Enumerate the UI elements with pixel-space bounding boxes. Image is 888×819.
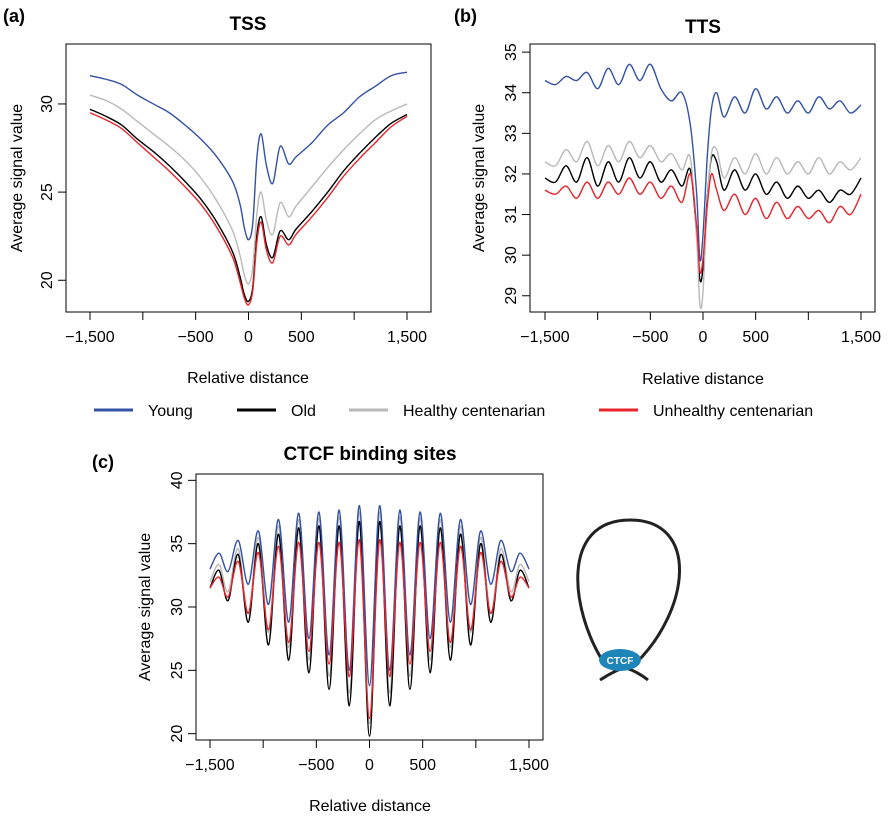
panel-b-xtick-label: −1,500 [520, 329, 569, 346]
panel-b-ytick-label: 29 [503, 287, 520, 305]
panel-a-tss: (a) TSS −1,500 −500 0 500 1,500 20 25 30 Relati… [3, 6, 432, 387]
panel-b-xtick-label: 0 [699, 329, 708, 346]
panel-b-ytick-label: 35 [503, 43, 520, 61]
panel-b-ytick-label: 33 [503, 124, 520, 142]
panel-c-xtick-label: 0 [365, 757, 374, 774]
panel-c-series [209, 504, 530, 737]
panel-c-ytick-label: 30 [169, 598, 186, 616]
panel-a-title: TSS [230, 14, 267, 35]
chromatin-loop-path [576, 518, 681, 665]
panel-c-ytick-label: 25 [169, 661, 186, 679]
panel-c-xlabel: Relative distance [309, 798, 431, 815]
panel-c-ytick-label: 20 [169, 725, 186, 743]
panel-b-ytick-label: 32 [503, 165, 520, 183]
panel-b-xlabel: Relative distance [642, 371, 764, 388]
panel-a-xtick-label: 0 [244, 329, 253, 346]
legend-label-unhealthy: Unhealthy centenarian [653, 403, 813, 420]
panel-b-ytick-label: 30 [503, 246, 520, 264]
panel-c-xtick-label: 500 [409, 757, 436, 774]
panel-b-ytick-label: 31 [503, 206, 520, 224]
panel-a-ticks: −1,500 −500 0 500 1,500 20 25 30 [39, 95, 427, 346]
panel-a-xtick-label: −1,500 [65, 329, 114, 346]
legend-label-young: Young [148, 403, 193, 420]
panel-b-ytick-label: 34 [503, 84, 520, 102]
panel-b-title: TTS [685, 17, 721, 38]
panel-a-ytick-label: 30 [39, 95, 56, 113]
legend-item-young: Young [94, 403, 193, 420]
panel-b-series-unhealthy [544, 172, 862, 274]
panel-b-xtick-label: −500 [632, 329, 668, 346]
panel-b-ticks: −1,500 −500 0 500 1,500 29 30 31 32 33 34 35 [503, 43, 881, 346]
panel-b-series-old [544, 154, 862, 283]
panel-b-xtick-label: 1,500 [841, 329, 881, 346]
panel-c-ytick-label: 40 [169, 471, 186, 489]
panel-b-xtick-label: 500 [742, 329, 769, 346]
legend-item-old: Old [237, 403, 316, 420]
panel-c-plot-frame [195, 473, 544, 741]
legend-label-healthy: Healthy centenarian [403, 403, 545, 420]
panel-c-xtick-label: −500 [298, 757, 334, 774]
ctcf-loop-diagram: CTCF [576, 518, 681, 682]
panel-a-xtick-label: 500 [288, 329, 315, 346]
panel-a-ylabel: Average signal value [9, 104, 26, 252]
panel-c-xtick-label: 1,500 [509, 757, 549, 774]
panel-a-series-old [89, 108, 408, 303]
panel-c-series-unhealthy [209, 539, 530, 720]
legend-item-healthy: Healthy centenarian [349, 403, 545, 420]
panel-c-label: (c) [92, 452, 114, 472]
panel-b-ylabel: Average signal value [471, 104, 488, 252]
panel-a-ytick-label: 25 [39, 183, 56, 201]
panel-a-xlabel: Relative distance [187, 370, 309, 387]
panel-c-xtick-label: −1,500 [185, 757, 234, 774]
legend: Young Old Healthy centenarian Unhealthy … [94, 403, 813, 420]
panel-b-series-healthy [544, 140, 862, 310]
panel-a-series-young [89, 71, 408, 241]
panel-a-xtick-label: 1,500 [387, 329, 427, 346]
panel-c-series-young [209, 504, 530, 687]
panel-b-series-young [544, 63, 862, 262]
panel-a-series-healthy [89, 94, 408, 285]
panel-c-title: CTCF binding sites [283, 444, 456, 465]
panel-a-series-unhealthy [89, 112, 408, 306]
panel-c-ylabel: Average signal value [137, 533, 154, 681]
panel-a-label: (a) [3, 6, 25, 26]
panel-a-xtick-label: −500 [178, 329, 214, 346]
ctcf-protein-ellipse [599, 649, 641, 671]
ctcf-label: CTCF [607, 656, 634, 667]
panel-a-ytick-label: 20 [39, 271, 56, 289]
panel-c-ytick-label: 35 [169, 535, 186, 553]
legend-label-old: Old [291, 403, 316, 420]
panel-c-ctcf: (c) CTCF binding sites −1,500 −500 0 500 1,5… [92, 444, 549, 815]
panel-b-label: (b) [454, 6, 477, 26]
panel-a-series [89, 71, 408, 306]
panel-b-series [544, 63, 862, 310]
panel-c-ticks: −1,500 −500 0 500 1,500 20 25 30 35 40 [169, 471, 549, 774]
legend-item-unhealthy: Unhealthy centenarian [599, 403, 813, 420]
panel-b-tts: (b) TTS −1,500 −500 0 500 1,500 29 30 31 32 33 34 3… [454, 6, 881, 388]
